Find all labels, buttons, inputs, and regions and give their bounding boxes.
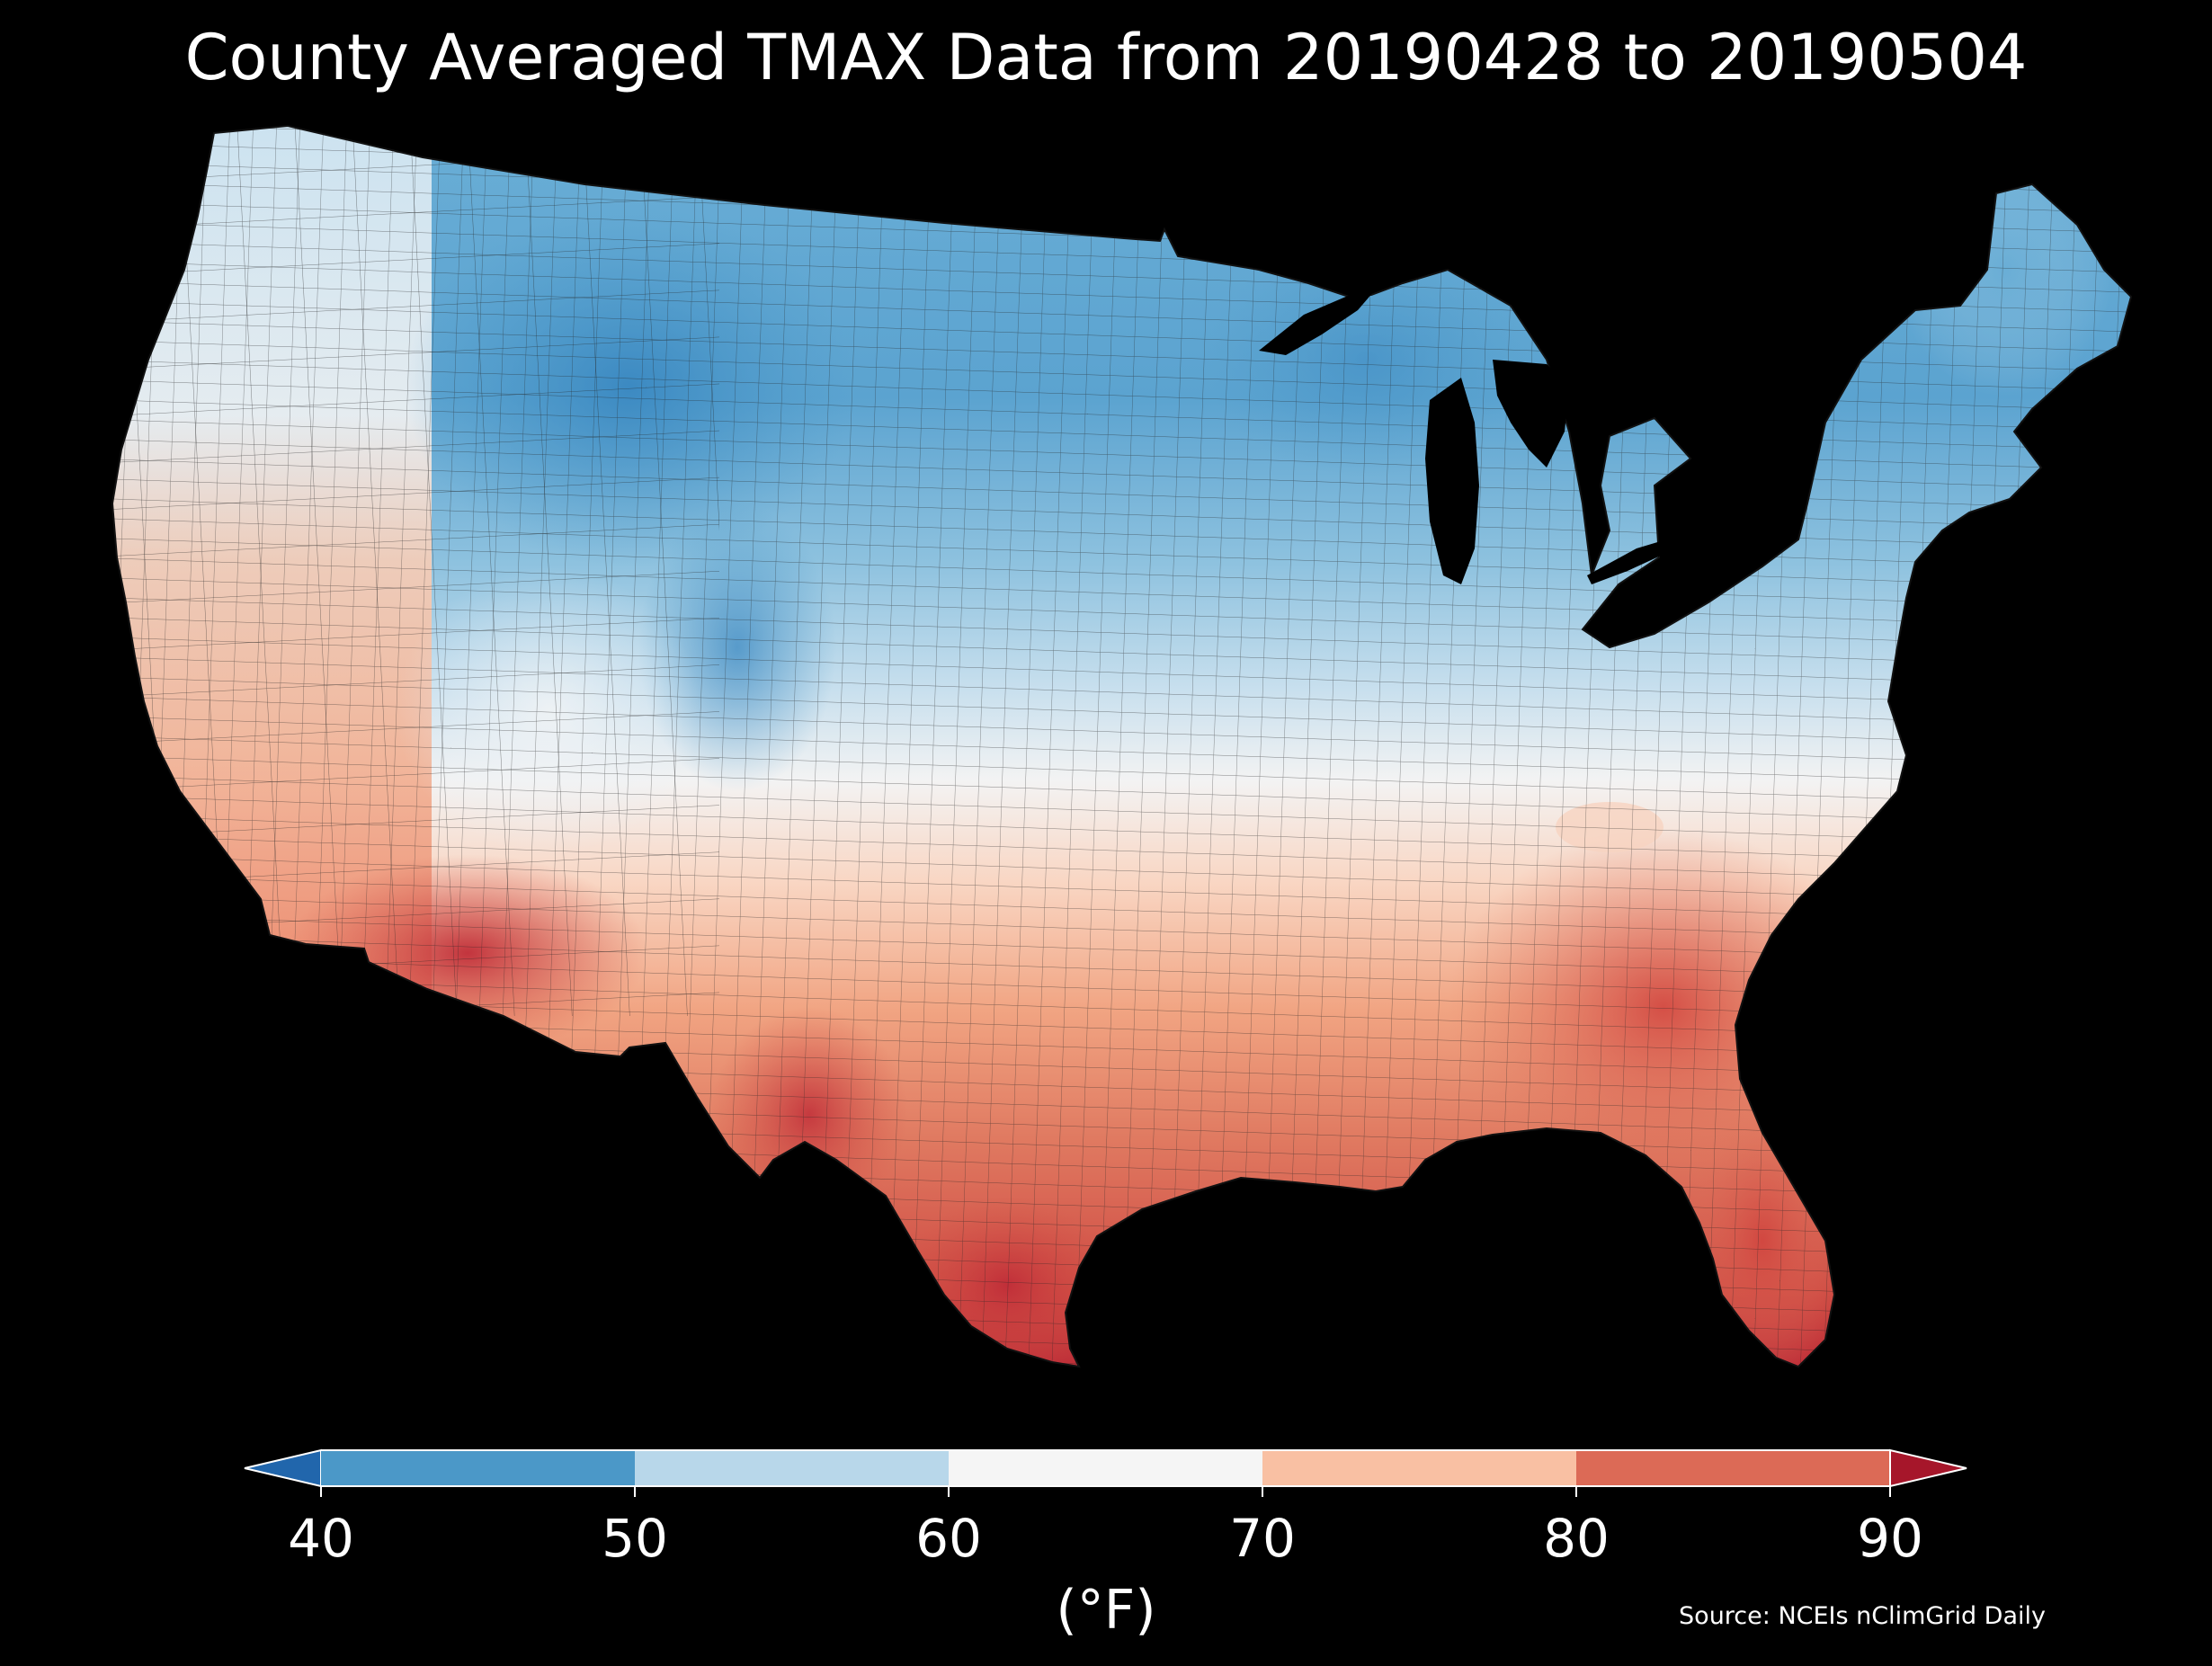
colorbar-frame (321, 1449, 1890, 1487)
colorbar-tick-label: 70 (1229, 1508, 1296, 1569)
lake-erie (1587, 535, 1681, 584)
colorbar-tick-label: 50 (602, 1508, 668, 1569)
colorbar-unit-label: (°F) (1056, 1579, 1156, 1642)
colorbar-bin-70-80 (1262, 1450, 1576, 1486)
colorbar-tick-label: 80 (1543, 1508, 1610, 1569)
colorbar-extend-max (1889, 1448, 1967, 1488)
map-title: County Averaged TMAX Data from 20190428 … (184, 21, 2028, 94)
colorbar-bin-50-60 (635, 1450, 949, 1486)
lake-ontario (1713, 508, 1776, 529)
colorbar-tick-label: 40 (288, 1508, 354, 1569)
colorbar-bin-60-70 (949, 1450, 1262, 1486)
lake-michigan (1425, 378, 1479, 584)
colorbar-extend-min (244, 1448, 322, 1488)
colorbar-bin-80-90 (1576, 1450, 1890, 1486)
colorbar-ticks (320, 1486, 1891, 1497)
great-lakes (1259, 279, 1776, 584)
colorbar-bin-40-50 (321, 1450, 635, 1486)
colorbar-tick-label: 60 (915, 1508, 982, 1569)
source-credit: Source: NCEIs nClimGrid Daily (1679, 1602, 2046, 1630)
lake-huron (1493, 360, 1569, 468)
lake-superior (1259, 279, 1385, 355)
colorbar-tick-label: 90 (1857, 1508, 1923, 1569)
